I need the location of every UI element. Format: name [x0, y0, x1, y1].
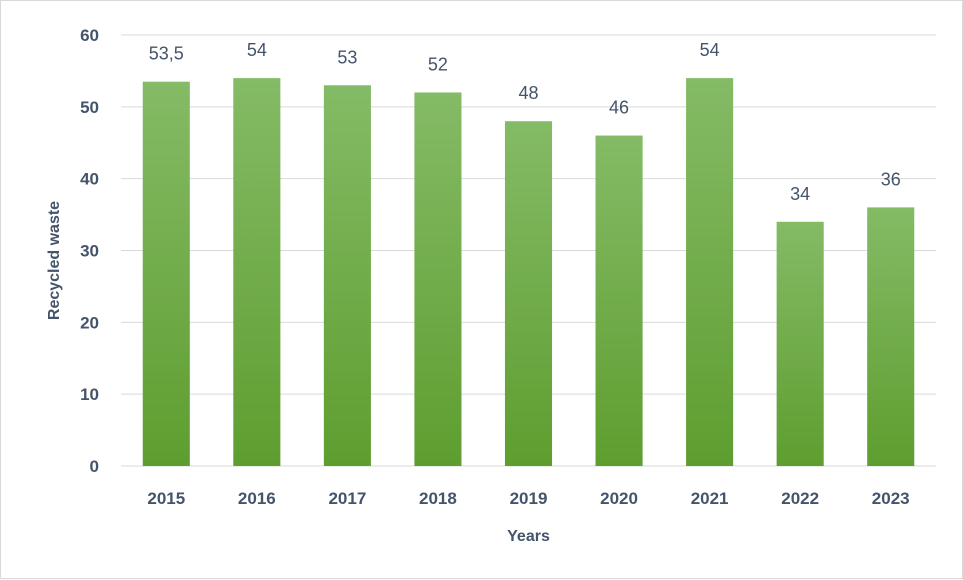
x-tick-label-2023: 2023	[872, 489, 910, 508]
y-tick-label: 50	[80, 98, 99, 117]
y-axis-ticks: 0 10 20 30 40 50 60	[80, 26, 99, 476]
data-label-2021: 54	[700, 40, 720, 60]
bar-2022	[776, 221, 824, 466]
y-tick-label: 20	[80, 313, 99, 332]
x-tick-label-2019: 2019	[510, 489, 548, 508]
x-tick-label-2015: 2015	[147, 489, 185, 508]
y-axis-title: Recycled waste	[46, 201, 63, 320]
y-tick-label: 0	[90, 457, 99, 476]
data-label-2022: 34	[790, 184, 810, 204]
bar-2021	[686, 78, 734, 466]
y-tick-label: 10	[80, 385, 99, 404]
bars	[142, 78, 915, 467]
data-label-2019: 48	[518, 83, 538, 103]
data-label-2017: 53	[337, 47, 357, 67]
x-tick-label-2016: 2016	[238, 489, 276, 508]
data-label-2018: 52	[428, 54, 448, 74]
y-tick-label: 40	[80, 170, 99, 189]
bar-2018	[414, 92, 462, 466]
data-labels: 53,5 54 53 52 48 46 54 34 36	[149, 40, 901, 204]
x-tick-label-2020: 2020	[600, 489, 638, 508]
data-label-2015: 53,5	[149, 44, 184, 64]
x-axis-ticks: 2015 2016 2017 2018 2019 2020 2021 2022 2023	[147, 489, 909, 508]
x-tick-label-2021: 2021	[691, 489, 729, 508]
data-label-2016: 54	[247, 40, 267, 60]
x-tick-label-2018: 2018	[419, 489, 457, 508]
bar-2023	[867, 207, 915, 466]
bar-2019	[504, 121, 553, 466]
bar-2015	[142, 81, 190, 467]
data-label-2020: 46	[609, 98, 629, 118]
y-tick-label: 60	[80, 26, 99, 45]
y-tick-label: 30	[80, 242, 99, 261]
data-label-2023: 36	[881, 169, 901, 189]
bar-2016	[233, 78, 281, 466]
x-tick-label-2022: 2022	[781, 489, 819, 508]
x-tick-label-2017: 2017	[328, 489, 366, 508]
bar-2020	[595, 135, 643, 467]
x-axis-title: Years	[507, 528, 550, 545]
bar-2017	[323, 85, 371, 467]
